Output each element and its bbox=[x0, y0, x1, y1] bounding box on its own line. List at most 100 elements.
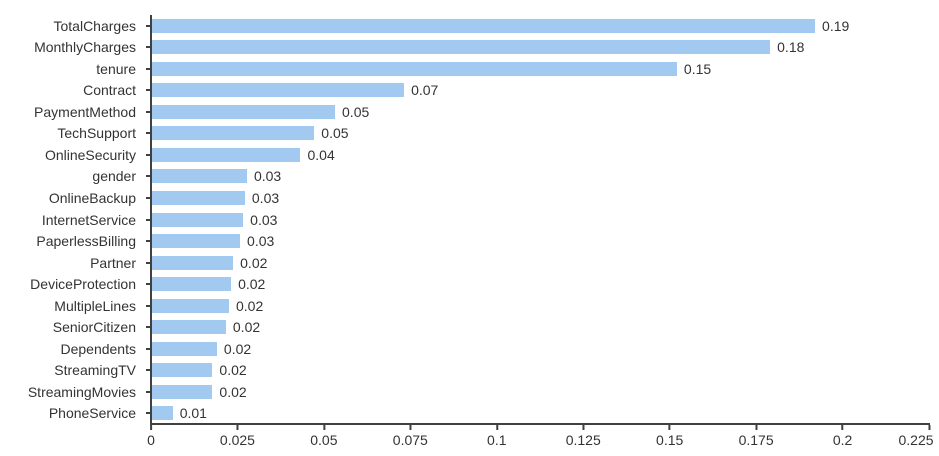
bar-row: gender 0.03 bbox=[0, 166, 929, 188]
bar-row: TechSupport 0.05 bbox=[0, 123, 929, 145]
y-tick-mark bbox=[146, 218, 152, 221]
x-tick-mark bbox=[322, 425, 325, 430]
bar bbox=[152, 18, 816, 33]
bar-row: Contract 0.07 bbox=[0, 80, 929, 102]
y-tick-label: SeniorCitizen bbox=[52, 319, 136, 336]
bar-value-label: 0.19 bbox=[822, 17, 850, 34]
bar bbox=[152, 384, 213, 399]
y-tick: SeniorCitizen bbox=[0, 316, 152, 338]
bar-track: 0.19 bbox=[152, 15, 929, 37]
bar-row: StreamingMovies 0.02 bbox=[0, 381, 929, 403]
bar-track: 0.03 bbox=[152, 230, 929, 252]
x-tick-mark bbox=[149, 425, 152, 430]
bar-value-label: 0.04 bbox=[307, 146, 335, 163]
x-tick: 0.075 bbox=[393, 425, 428, 447]
y-tick-label: PaymentMethod bbox=[34, 103, 136, 120]
y-tick: TotalCharges bbox=[0, 15, 152, 37]
bar bbox=[152, 40, 771, 55]
y-tick-label: StreamingTV bbox=[54, 362, 136, 379]
bar-track: 0.15 bbox=[152, 58, 929, 80]
y-tick-label: InternetService bbox=[41, 211, 136, 228]
y-tick-mark bbox=[146, 175, 152, 178]
x-tick: 0.05 bbox=[310, 425, 338, 448]
bar-row: SeniorCitizen 0.02 bbox=[0, 316, 929, 338]
bar bbox=[152, 61, 677, 76]
bar-value-label: 0.05 bbox=[342, 103, 370, 120]
bar-track: 0.02 bbox=[152, 295, 929, 317]
y-tick: PhoneService bbox=[0, 403, 152, 425]
bar-track: 0.02 bbox=[152, 381, 929, 403]
x-tick-mark bbox=[236, 425, 239, 430]
y-tick-mark bbox=[146, 261, 152, 264]
bar-value-label: 0.03 bbox=[247, 233, 275, 250]
y-tick-mark bbox=[146, 67, 152, 70]
y-tick: Contract bbox=[0, 80, 152, 102]
bar-track: 0.03 bbox=[152, 209, 929, 231]
x-tick-mark bbox=[495, 425, 498, 430]
bar bbox=[152, 406, 173, 421]
bar-row: Partner 0.02 bbox=[0, 252, 929, 274]
y-tick: InternetService bbox=[0, 209, 152, 231]
bar-row: OnlineSecurity 0.04 bbox=[0, 144, 929, 166]
y-tick: Dependents bbox=[0, 338, 152, 360]
x-tick: 0.15 bbox=[656, 425, 683, 447]
y-tick-mark bbox=[146, 153, 152, 156]
y-tick-mark bbox=[146, 369, 152, 372]
y-tick-mark bbox=[146, 89, 152, 92]
y-tick: MultipleLines bbox=[0, 295, 152, 317]
y-tick-label: PhoneService bbox=[48, 405, 136, 422]
bar-value-label: 0.02 bbox=[236, 297, 264, 314]
bar bbox=[152, 363, 213, 378]
bar-value-label: 0.03 bbox=[251, 190, 280, 207]
x-tick: 0.025 bbox=[220, 425, 255, 447]
bar-row: DeviceProtection 0.02 bbox=[0, 273, 929, 295]
y-tick: StreamingTV bbox=[0, 360, 152, 382]
y-tick-label: tenure bbox=[96, 60, 136, 77]
x-tick-label: 0.1 bbox=[487, 432, 507, 448]
y-tick: OnlineSecurity bbox=[0, 144, 152, 166]
bar bbox=[152, 147, 301, 162]
x-tick: 0.125 bbox=[566, 425, 601, 447]
x-tick-label: 0.05 bbox=[310, 432, 338, 448]
bar-track: 0.05 bbox=[152, 101, 929, 123]
bar-value-label: 0.07 bbox=[411, 82, 439, 99]
y-tick-label: DeviceProtection bbox=[30, 276, 136, 293]
bar bbox=[152, 83, 405, 98]
bar-row: PhoneService 0.01 bbox=[0, 403, 929, 425]
y-tick-label: MonthlyCharges bbox=[34, 39, 136, 56]
bar-track: 0.04 bbox=[152, 144, 929, 166]
bar bbox=[152, 234, 241, 249]
bar-value-label: 0.18 bbox=[777, 39, 805, 56]
bar bbox=[152, 104, 336, 119]
bar-value-label: 0.02 bbox=[238, 276, 266, 293]
x-tick-mark bbox=[927, 425, 930, 430]
y-tick-label: PaperlessBilling bbox=[36, 233, 136, 250]
bar-value-label: 0.15 bbox=[683, 60, 712, 77]
bar bbox=[152, 341, 217, 356]
bar-track: 0.02 bbox=[152, 360, 929, 382]
bar-track: 0.02 bbox=[152, 338, 929, 360]
y-tick-label: TechSupport bbox=[57, 125, 136, 142]
x-tick: 0.175 bbox=[739, 425, 774, 447]
y-tick: TechSupport bbox=[0, 123, 152, 145]
y-tick: MonthlyCharges bbox=[0, 37, 152, 59]
bar-value-label: 0.02 bbox=[232, 319, 261, 336]
bar bbox=[152, 255, 234, 270]
x-axis: 0 0.025 0.05 0.075 0.1 0.125 0.15 0.175 0.2 0.225 bbox=[147, 425, 934, 453]
bar-track: 0.07 bbox=[152, 80, 929, 102]
bar-value-label: 0.02 bbox=[223, 340, 252, 357]
bar-track: 0.03 bbox=[152, 166, 929, 188]
plot-area: TotalCharges 0.19 MonthlyCharges 0.18 tenure… bbox=[0, 15, 929, 424]
bar-value-label: 0.02 bbox=[219, 383, 247, 400]
x-tick-mark bbox=[409, 425, 412, 430]
y-tick-label: Contract bbox=[83, 82, 136, 99]
bar-row: OnlineBackup 0.03 bbox=[0, 187, 929, 209]
bar-track: 0.05 bbox=[152, 123, 929, 145]
x-tick-label: 0.2 bbox=[832, 432, 853, 448]
y-tick-label: MultipleLines bbox=[54, 297, 136, 314]
y-tick-mark bbox=[146, 46, 152, 49]
bar-track: 0.02 bbox=[152, 273, 929, 295]
bar bbox=[152, 212, 244, 227]
bar-track: 0.02 bbox=[152, 252, 929, 274]
x-tick-label: 0 bbox=[147, 432, 155, 448]
